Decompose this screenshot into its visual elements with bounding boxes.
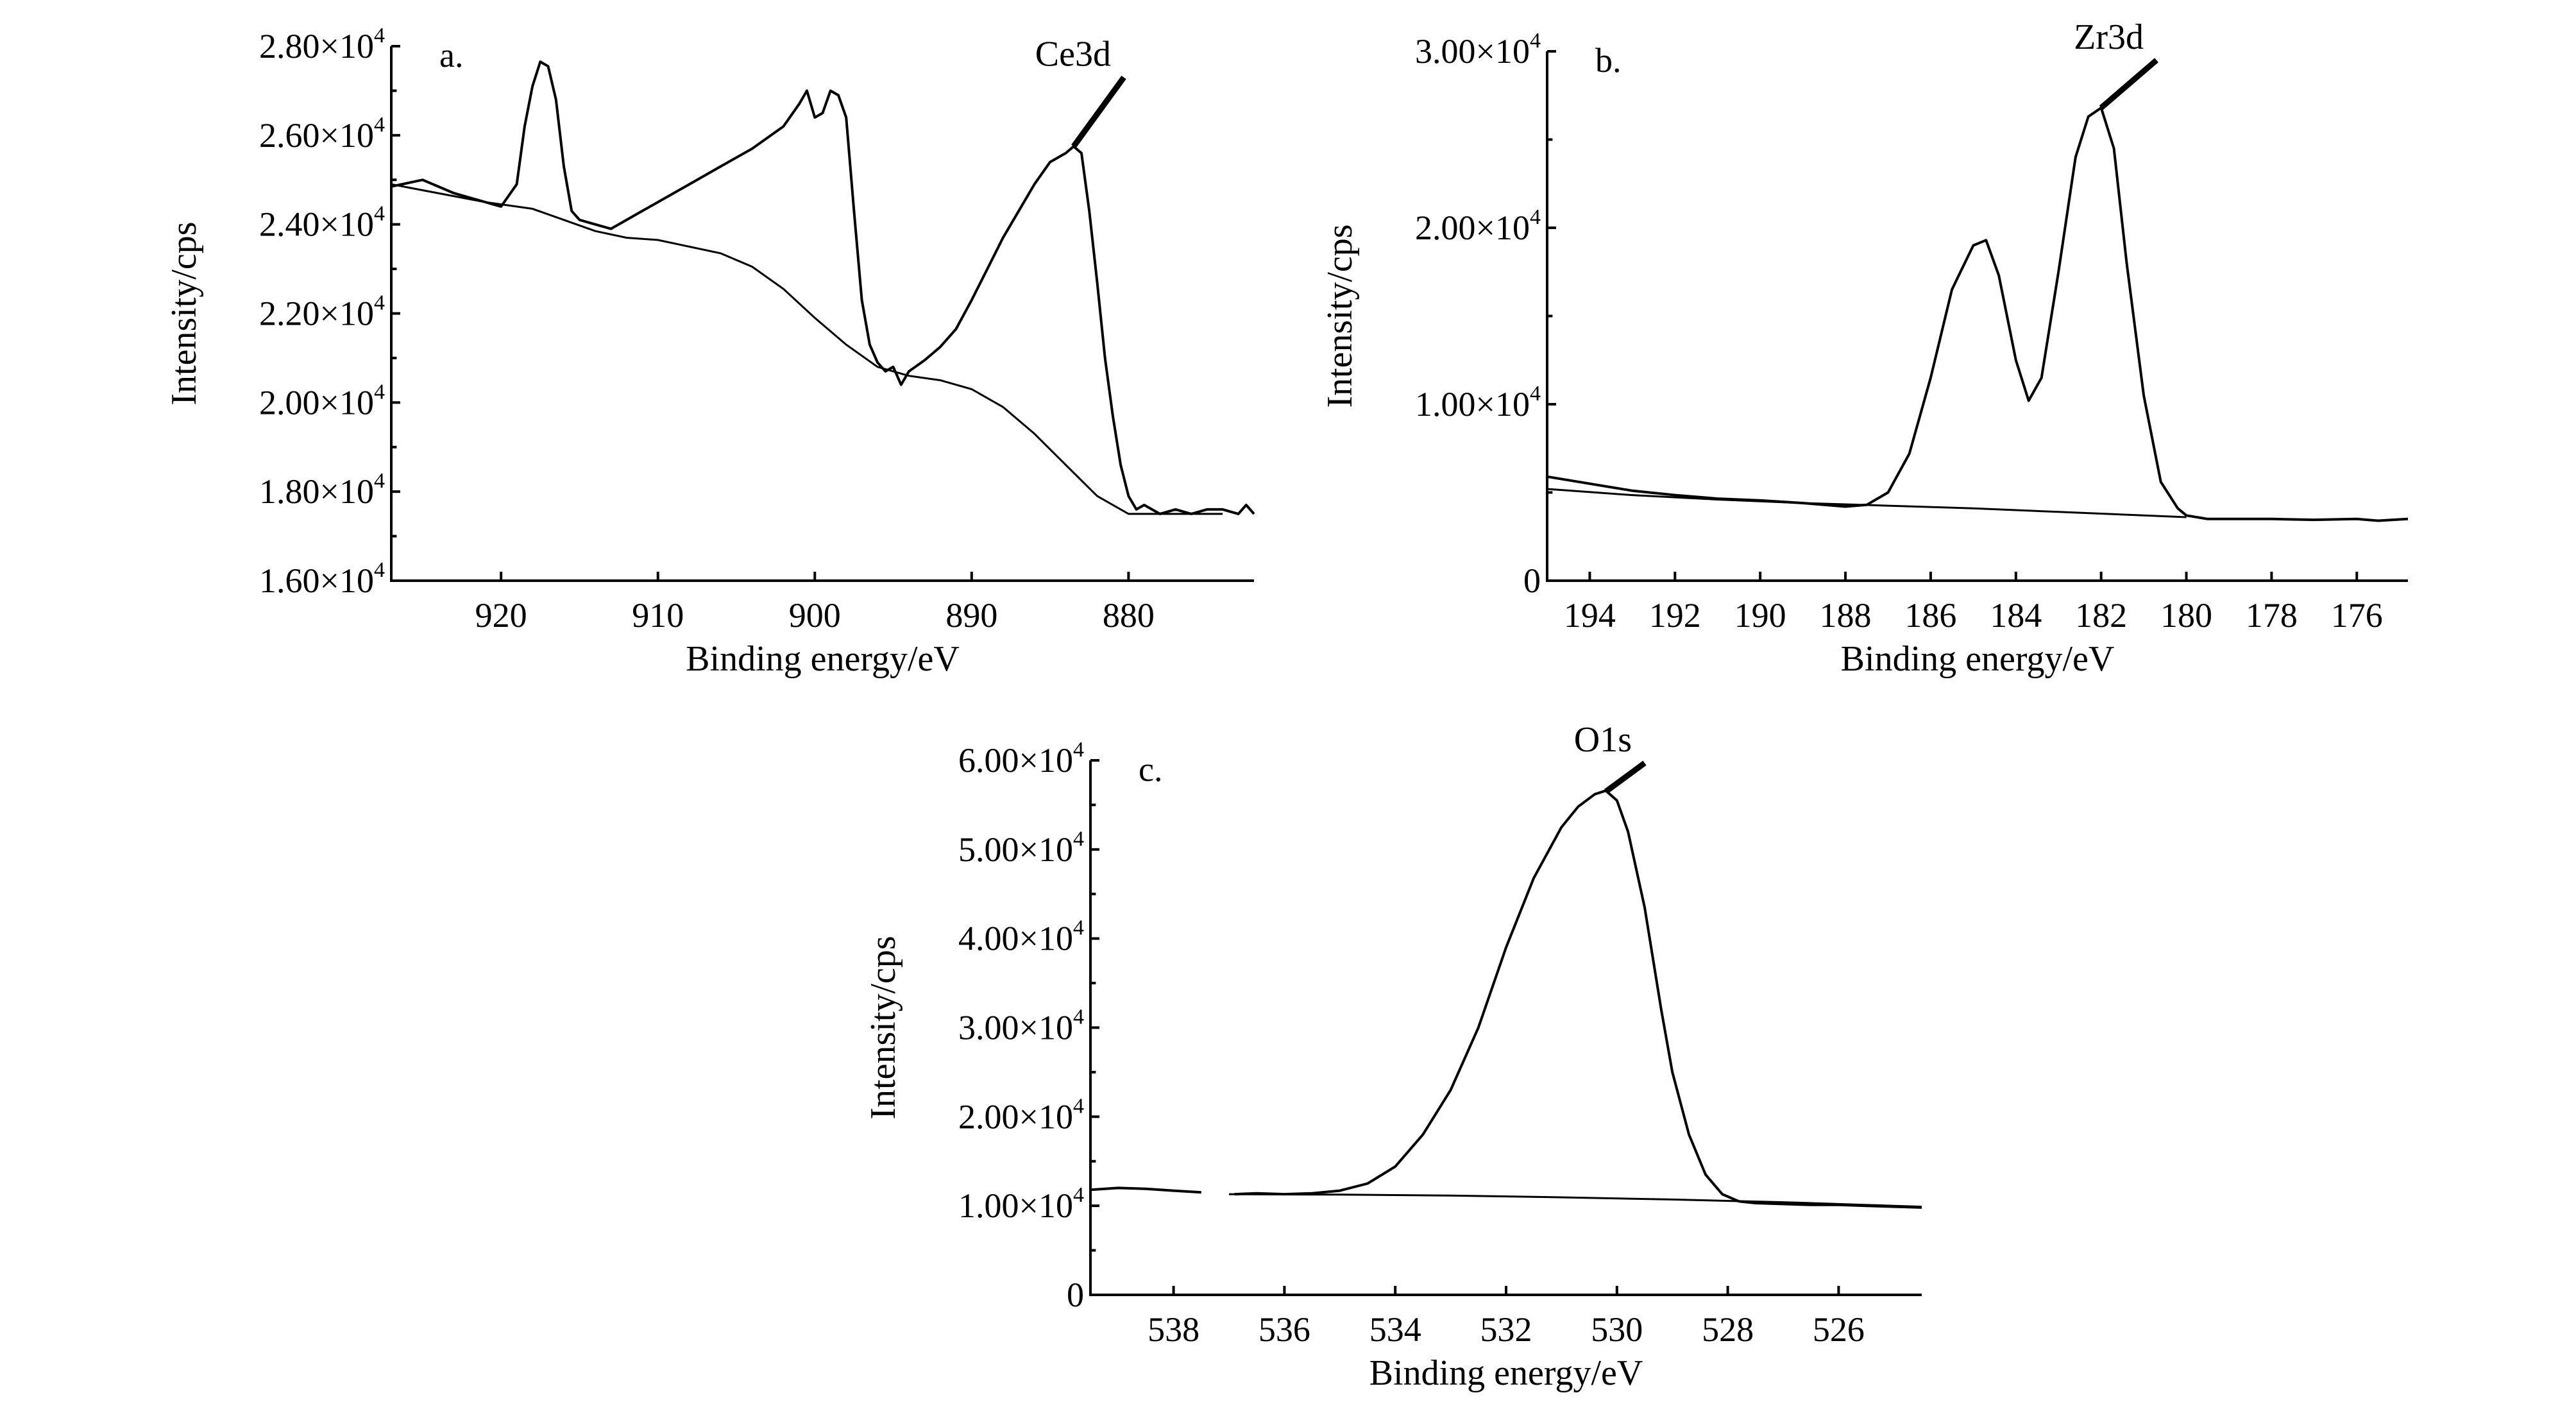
x-axis-title: Binding energy/eV xyxy=(1841,639,2115,679)
y-tick-label: 1.00×104 xyxy=(1415,382,1541,423)
x-tick-label: 192 xyxy=(1649,596,1701,635)
axis-frame xyxy=(1546,51,2408,582)
y-tick-label: 2.00×104 xyxy=(259,380,385,422)
y-tick-label: 5.00×104 xyxy=(958,827,1084,869)
x-axis-title: Binding energy/eV xyxy=(686,639,960,679)
x-tick-label: 890 xyxy=(945,596,997,635)
x-tick-label: 528 xyxy=(1702,1310,1754,1349)
x-tick-label: 538 xyxy=(1148,1310,1199,1349)
peak-marker xyxy=(2099,58,2158,110)
y-tick-label: 3.00×104 xyxy=(958,1005,1084,1047)
y-tick-label: 0 xyxy=(1067,1276,1084,1314)
y-tick-label: 2.40×104 xyxy=(259,202,385,244)
x-tick-label: 526 xyxy=(1813,1310,1865,1349)
y-tick-label: 0 xyxy=(1523,561,1541,600)
series-spectrum xyxy=(391,60,1255,515)
peak-label: O1s xyxy=(1574,720,1632,760)
series-spectrum xyxy=(1234,789,1922,1209)
x-tick-label: 532 xyxy=(1480,1310,1532,1349)
panel-letter: b. xyxy=(1595,41,1622,80)
x-tick-label: 186 xyxy=(1904,596,1956,635)
x-tick-label: 194 xyxy=(1564,596,1616,635)
panel-c-o1s: 538 536 534 532 530 528 526 0 1.00×104 2.00×104 3.… xyxy=(863,720,1922,1393)
y-tick-label: 2.00×104 xyxy=(958,1094,1084,1136)
axis-frame xyxy=(390,46,1254,582)
series-background xyxy=(1228,1193,1922,1208)
series-background xyxy=(391,183,1223,515)
series-spectrum-left xyxy=(1090,1186,1201,1194)
x-tick-label: 530 xyxy=(1591,1310,1643,1349)
series-background xyxy=(1546,488,2187,518)
x-tick-label: 180 xyxy=(2160,596,2212,635)
x-tick-label: 880 xyxy=(1103,596,1155,635)
y-tick-label: 2.80×104 xyxy=(259,24,385,65)
y-tick-label: 2.20×104 xyxy=(259,291,385,333)
panel-b-zr3d: 194 192 190 188 186 184 182 180 178 176 0 1.00×104 2… xyxy=(1320,17,2409,679)
y-tick-label: 1.00×104 xyxy=(958,1183,1084,1225)
y-axis-title: Intensity/cps xyxy=(863,936,903,1119)
y-axis-title: Intensity/cps xyxy=(1320,224,1360,407)
y-tick-label: 1.60×104 xyxy=(259,558,385,600)
x-tick-label: 900 xyxy=(789,596,841,635)
panel-letter: a. xyxy=(439,36,463,74)
x-tick-label: 910 xyxy=(632,596,684,635)
x-tick-label: 190 xyxy=(1734,596,1786,635)
x-tick-label: 534 xyxy=(1369,1310,1421,1349)
x-tick-label: 176 xyxy=(2331,596,2383,635)
y-tick-label: 1.80×104 xyxy=(259,469,385,511)
x-tick-label: 182 xyxy=(2075,596,2127,635)
x-tick-label: 536 xyxy=(1258,1310,1310,1349)
y-tick-label: 2.60×104 xyxy=(259,113,385,155)
x-tick-label: 920 xyxy=(475,596,527,635)
x-tick-label: 184 xyxy=(1990,596,2042,635)
peak-marker xyxy=(1071,75,1126,148)
y-tick-label: 2.00×104 xyxy=(1415,205,1541,247)
panel-letter: c. xyxy=(1139,750,1162,789)
peak-marker xyxy=(1604,760,1647,794)
y-axis-title: Intensity/cps xyxy=(164,221,204,405)
x-tick-label: 188 xyxy=(1820,596,1872,635)
x-tick-label: 178 xyxy=(2246,596,2298,635)
peak-label: Ce3d xyxy=(1035,35,1111,74)
axis-frame xyxy=(1089,760,1922,1296)
series-spectrum xyxy=(1546,107,2409,522)
y-tick-label: 3.00×104 xyxy=(1415,29,1541,71)
peak-label: Zr3d xyxy=(2074,17,2144,57)
y-tick-label: 4.00×104 xyxy=(958,916,1084,958)
y-tick-label: 6.00×104 xyxy=(958,738,1084,780)
x-axis-title: Binding energy/eV xyxy=(1369,1353,1643,1393)
panel-a-ce3d: 920 910 900 890 880 1.60×104 1.80×104 2.00×104 2… xyxy=(164,24,1255,679)
